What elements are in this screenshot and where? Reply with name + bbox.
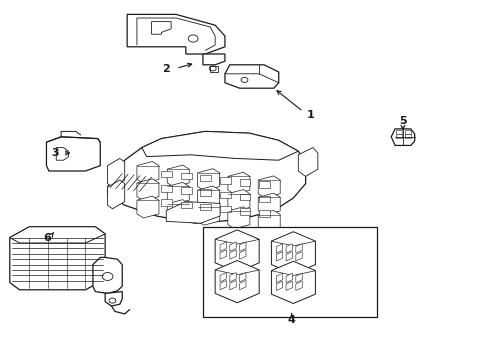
Text: 4: 4 xyxy=(287,315,295,325)
Bar xyxy=(239,194,250,200)
Polygon shape xyxy=(239,242,245,251)
Polygon shape xyxy=(107,180,124,209)
Polygon shape xyxy=(271,232,315,274)
Polygon shape xyxy=(197,203,219,225)
Polygon shape xyxy=(166,202,220,223)
Bar xyxy=(161,199,172,206)
Polygon shape xyxy=(271,232,315,246)
Polygon shape xyxy=(295,273,302,283)
Bar xyxy=(181,173,191,179)
Polygon shape xyxy=(56,148,68,160)
Polygon shape xyxy=(137,179,159,201)
Polygon shape xyxy=(210,66,217,72)
Polygon shape xyxy=(276,281,282,291)
Polygon shape xyxy=(142,131,298,160)
Polygon shape xyxy=(285,273,292,283)
Polygon shape xyxy=(390,129,414,145)
Polygon shape xyxy=(215,230,259,272)
Polygon shape xyxy=(229,280,236,290)
Polygon shape xyxy=(224,65,278,88)
Polygon shape xyxy=(227,207,249,229)
Polygon shape xyxy=(220,242,226,251)
Polygon shape xyxy=(105,292,122,306)
Polygon shape xyxy=(107,131,305,223)
Polygon shape xyxy=(127,14,224,54)
Bar xyxy=(161,185,172,192)
Bar xyxy=(404,130,410,134)
Polygon shape xyxy=(258,193,280,215)
Polygon shape xyxy=(295,244,302,253)
Polygon shape xyxy=(197,169,219,190)
Bar xyxy=(395,130,401,134)
Bar xyxy=(220,206,230,212)
Polygon shape xyxy=(229,250,236,259)
Polygon shape xyxy=(151,22,171,34)
Polygon shape xyxy=(227,172,249,194)
Polygon shape xyxy=(167,165,189,187)
Text: 1: 1 xyxy=(306,110,314,120)
Polygon shape xyxy=(227,190,249,211)
Polygon shape xyxy=(229,273,236,282)
Polygon shape xyxy=(215,230,259,244)
Bar xyxy=(220,192,230,198)
Polygon shape xyxy=(137,196,159,218)
Bar xyxy=(200,175,211,181)
Polygon shape xyxy=(197,186,219,208)
Polygon shape xyxy=(285,244,292,253)
Bar xyxy=(200,204,211,210)
Polygon shape xyxy=(239,250,245,259)
Polygon shape xyxy=(167,200,189,221)
Polygon shape xyxy=(220,280,226,290)
Polygon shape xyxy=(10,227,105,290)
Polygon shape xyxy=(167,183,189,204)
Bar xyxy=(220,177,230,184)
Polygon shape xyxy=(276,244,282,253)
Polygon shape xyxy=(215,261,259,275)
Bar xyxy=(203,227,376,317)
Polygon shape xyxy=(239,280,245,290)
Bar xyxy=(395,134,401,138)
Polygon shape xyxy=(271,261,315,275)
Polygon shape xyxy=(10,227,105,243)
Bar xyxy=(259,181,269,188)
Polygon shape xyxy=(229,242,236,251)
Polygon shape xyxy=(258,211,280,232)
Text: 2: 2 xyxy=(162,64,170,74)
Text: 6: 6 xyxy=(43,233,51,243)
Polygon shape xyxy=(285,281,292,291)
Polygon shape xyxy=(93,257,122,293)
Polygon shape xyxy=(285,252,292,261)
Polygon shape xyxy=(276,273,282,283)
Polygon shape xyxy=(220,250,226,259)
Polygon shape xyxy=(137,162,159,183)
Polygon shape xyxy=(295,281,302,291)
Bar xyxy=(200,189,211,196)
Bar xyxy=(181,202,191,208)
Polygon shape xyxy=(271,261,315,303)
Polygon shape xyxy=(258,176,280,198)
Bar xyxy=(239,179,250,186)
Polygon shape xyxy=(46,137,100,171)
Bar xyxy=(239,208,250,215)
Bar xyxy=(161,171,172,177)
Polygon shape xyxy=(298,148,317,176)
Polygon shape xyxy=(295,252,302,261)
Polygon shape xyxy=(107,158,124,187)
Polygon shape xyxy=(276,252,282,261)
Bar xyxy=(259,210,269,217)
Text: 3: 3 xyxy=(51,148,59,158)
Polygon shape xyxy=(203,54,224,65)
Text: 5: 5 xyxy=(398,116,406,126)
Polygon shape xyxy=(215,261,259,303)
Polygon shape xyxy=(220,273,226,282)
Bar xyxy=(404,134,410,138)
Polygon shape xyxy=(239,273,245,282)
Bar xyxy=(259,196,269,202)
Bar xyxy=(181,187,191,194)
